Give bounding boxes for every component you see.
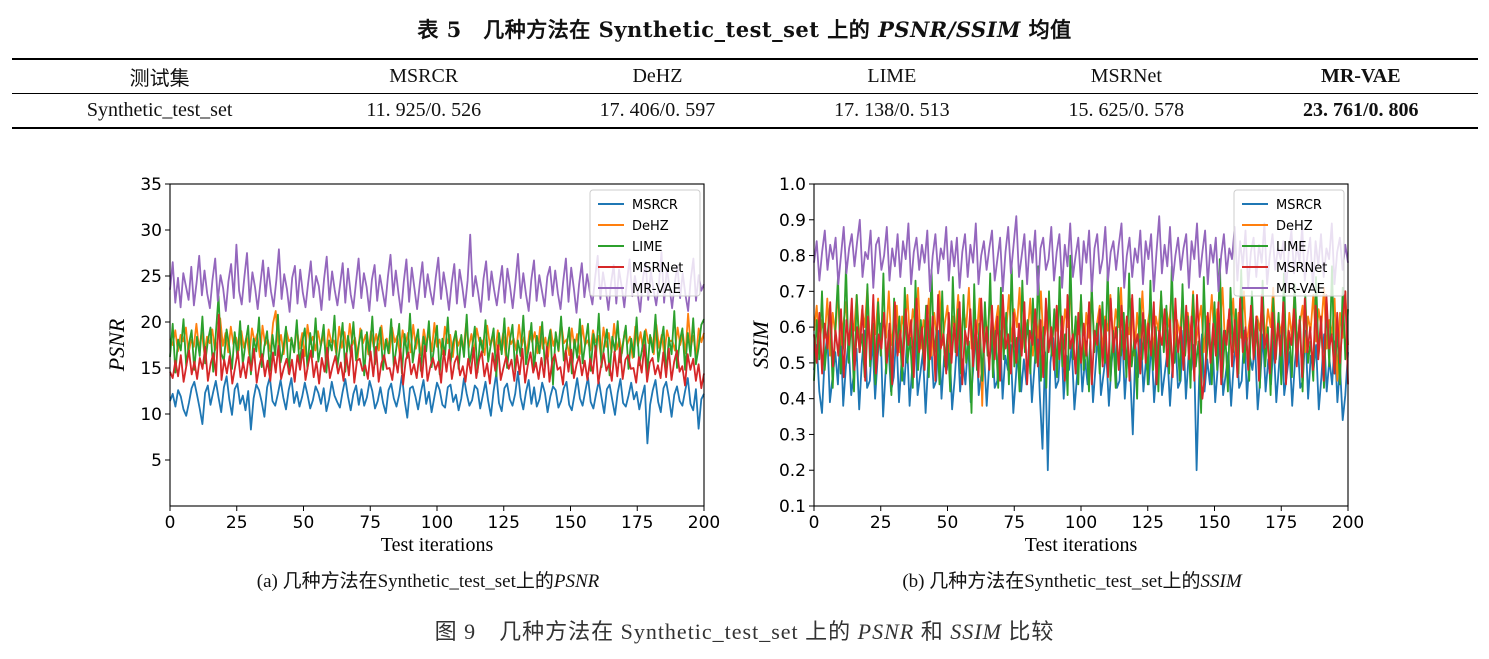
psnr-x-tick-label: 75 — [359, 513, 381, 533]
cell-mr-vae: 23. 761/0. 806 — [1302, 99, 1419, 121]
ssim-x-tick-label: 25 — [870, 513, 892, 533]
psnr-y-tick-label: 15 — [140, 359, 162, 379]
psnr-x-tick-label: 25 — [226, 513, 248, 533]
psnr-x-tick-label: 150 — [554, 513, 586, 533]
ssim-y-tick-label: 0.5 — [779, 354, 806, 374]
psnr-y-tick-label: 35 — [140, 175, 162, 195]
table-header-row: 测试集 MSRCR DeHZ LIME MSRNet MR-VAE — [12, 59, 1478, 94]
caption-a-text: (a) 几种方法在Synthetic_test_set上的 — [256, 571, 554, 592]
ssim-legend-label: DeHZ — [1276, 219, 1313, 234]
psnr-series-line-msrcr — [169, 370, 705, 445]
header-dehz: DeHZ — [632, 65, 683, 87]
ssim-y-tick-label: 0.1 — [779, 497, 806, 517]
table-title-metric: PSNR/SSIM — [878, 17, 1021, 42]
psnr-x-tick-label: 50 — [293, 513, 315, 533]
psnr-legend-label: MSRCR — [632, 198, 678, 213]
ssim-legend: MSRCR DeHZ LIME MSRNet MR-VAE — [1233, 189, 1345, 297]
ssim-y-axis-label: SSIM — [752, 320, 773, 369]
psnr-legend: MSRCR DeHZ LIME MSRNet MR-VAE — [589, 189, 701, 297]
ssim-y-tick-label: 0.4 — [779, 390, 806, 410]
cell-msrcr: 11. 925/0. 526 — [366, 99, 482, 121]
results-table: 测试集 MSRCR DeHZ LIME MSRNet MR-VAE Synthe… — [12, 58, 1478, 129]
table-title-prefix: 表 5 几种方法在 Synthetic_test_set 上的 — [417, 17, 879, 42]
ssim-x-tick-label: 0 — [809, 513, 820, 533]
ssim-x-tick-label: 75 — [1003, 513, 1025, 533]
psnr-x-tick-label: 0 — [165, 513, 176, 533]
figure-title: 图 9 几种方法在 Synthetic_test_set 上的 PSNR 和 S… — [0, 614, 1489, 646]
ssim-y-tick-label: 0.6 — [779, 318, 806, 338]
ssim-legend-label: MSRNet — [1276, 261, 1327, 276]
psnr-x-tick-label: 125 — [488, 513, 520, 533]
cell-dataset: Synthetic_test_set — [86, 99, 233, 121]
cell-msrnet: 15. 625/0. 578 — [1068, 99, 1185, 121]
ssim-legend-label: MR-VAE — [1276, 282, 1325, 297]
psnr-series-line-msrnet — [169, 313, 705, 390]
psnr-y-axis-label: PSNR — [108, 318, 129, 372]
ssim-x-tick-label: 200 — [1332, 513, 1364, 533]
ssim-x-tick-label: 100 — [1065, 513, 1097, 533]
header-msrnet: MSRNet — [1090, 65, 1162, 87]
psnr-legend-label: MSRNet — [632, 261, 683, 276]
figure-title-prefix: 图 9 几种方法在 Synthetic_test_set 上的 — [434, 619, 858, 644]
header-lime: LIME — [867, 65, 917, 87]
ssim-series-line-msrnet — [813, 290, 1349, 400]
psnr-x-axis-label: Test iterations — [381, 534, 494, 556]
header-mr-vae: MR-VAE — [1320, 65, 1401, 87]
ssim-y-tick-label: 0.9 — [779, 211, 806, 231]
header-dataset: 测试集 — [129, 68, 190, 90]
psnr-legend-label: LIME — [632, 240, 663, 255]
ssim-x-tick-label: 125 — [1132, 513, 1164, 533]
table-title: 表 5 几种方法在 Synthetic_test_set 上的 PSNR/SSI… — [0, 14, 1489, 44]
table-title-suffix: 均值 — [1020, 17, 1072, 42]
figure-title-metric1: PSNR — [857, 619, 915, 644]
psnr-legend-box — [589, 189, 701, 297]
psnr-legend-label: MR-VAE — [632, 282, 681, 297]
table-row: Synthetic_test_set 11. 925/0. 526 17. 40… — [12, 94, 1478, 128]
ssim-chart-svg: 0 25 50 75 100 125 150 175 200 0.1 0.2 0.3 0.4 0.5 0.6… — [752, 175, 1364, 556]
ssim-y-tick-label: 0.2 — [779, 461, 806, 481]
ssim-legend-label: LIME — [1276, 240, 1307, 255]
ssim-legend-label: MSRCR — [1276, 198, 1322, 213]
figure-title-middle: 和 — [914, 619, 951, 644]
psnr-x-tick-label: 100 — [421, 513, 453, 533]
ssim-y-tick-label: 0.7 — [779, 282, 806, 302]
psnr-x-tick-label: 175 — [621, 513, 653, 533]
ssim-chart: 0 25 50 75 100 125 150 175 200 0.1 0.2 0.3 0.4 0.5 0.6… — [752, 168, 1392, 563]
figure-title-suffix: 比较 — [1001, 619, 1055, 644]
caption-a-metric: PSNR — [553, 571, 600, 592]
cell-lime: 17. 138/0. 513 — [834, 99, 950, 121]
caption-psnr: (a) 几种方法在Synthetic_test_set上的PSNR — [108, 566, 748, 593]
caption-ssim: (b) 几种方法在Synthetic_test_set上的SSIM — [752, 566, 1392, 593]
psnr-y-tick-label: 30 — [140, 221, 162, 241]
ssim-y-tick-label: 0.3 — [779, 425, 806, 445]
psnr-y-tick-label: 25 — [140, 267, 162, 287]
psnr-legend-label: DeHZ — [632, 219, 669, 234]
psnr-chart-svg: 0 25 50 75 100 125 150 175 200 5 10 15 20 25 30 35 Test … — [108, 175, 720, 556]
psnr-series-line-dehz — [169, 310, 705, 359]
figure-title-metric2: SSIM — [950, 619, 1002, 644]
psnr-y-tick-label: 20 — [140, 313, 162, 333]
psnr-y-tick-label: 10 — [140, 405, 162, 425]
caption-b-metric: SSIM — [1200, 571, 1242, 592]
psnr-y-tick-label: 5 — [151, 451, 162, 471]
ssim-x-tick-label: 175 — [1265, 513, 1297, 533]
ssim-legend-box — [1233, 189, 1345, 297]
cell-dehz: 17. 406/0. 597 — [599, 99, 716, 121]
ssim-y-tick-label: 0.8 — [779, 247, 806, 267]
psnr-x-tick-label: 200 — [688, 513, 720, 533]
ssim-x-tick-label: 150 — [1198, 513, 1230, 533]
ssim-x-tick-label: 50 — [937, 513, 959, 533]
caption-b-text: (b) 几种方法在Synthetic_test_set上的 — [902, 571, 1201, 592]
ssim-x-axis-label: Test iterations — [1025, 534, 1138, 556]
header-msrcr: MSRCR — [389, 65, 459, 87]
psnr-chart: 0 25 50 75 100 125 150 175 200 5 10 15 20 25 30 35 Test … — [108, 168, 748, 563]
ssim-y-tick-label: 1.0 — [779, 175, 806, 195]
